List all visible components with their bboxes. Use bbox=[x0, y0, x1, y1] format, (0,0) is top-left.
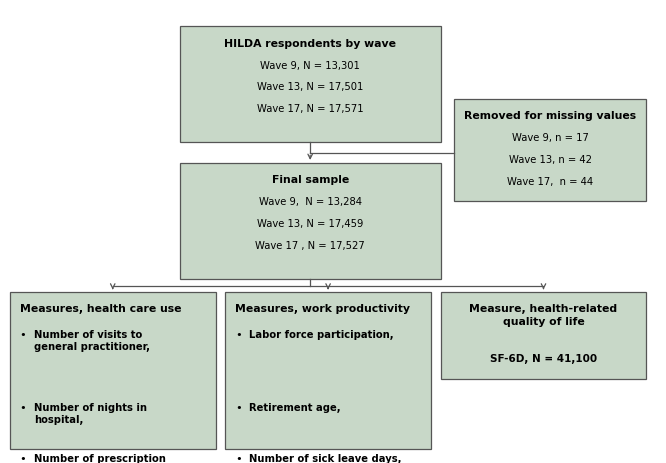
Text: Wave 17,  n = 44: Wave 17, n = 44 bbox=[507, 176, 593, 187]
FancyBboxPatch shape bbox=[180, 27, 441, 143]
Text: Wave 9, n = 17: Wave 9, n = 17 bbox=[511, 133, 589, 143]
FancyBboxPatch shape bbox=[441, 293, 646, 379]
Text: Wave 9, N = 13,301: Wave 9, N = 13,301 bbox=[260, 61, 360, 70]
Text: •: • bbox=[235, 329, 242, 339]
Text: •: • bbox=[20, 329, 27, 339]
Text: Measures, health care use: Measures, health care use bbox=[20, 303, 181, 313]
Text: Number of prescription
medications,: Number of prescription medications, bbox=[34, 453, 166, 463]
Text: Wave 9,  N = 13,284: Wave 9, N = 13,284 bbox=[258, 197, 362, 206]
Text: Removed for missing values: Removed for missing values bbox=[464, 111, 636, 121]
Text: Number of visits to
general practitioner,: Number of visits to general practitioner… bbox=[34, 329, 150, 351]
Text: Wave 13, N = 17,501: Wave 13, N = 17,501 bbox=[257, 82, 364, 92]
Text: Labor force participation,: Labor force participation, bbox=[250, 329, 394, 339]
Text: Number of nights in
hospital,: Number of nights in hospital, bbox=[34, 402, 147, 424]
Text: •: • bbox=[235, 402, 242, 412]
Text: •: • bbox=[235, 453, 242, 463]
Text: Wave 13, n = 42: Wave 13, n = 42 bbox=[509, 155, 591, 165]
FancyBboxPatch shape bbox=[225, 293, 431, 449]
Text: Final sample: Final sample bbox=[272, 175, 349, 185]
Text: SF-6D, N = 41,100: SF-6D, N = 41,100 bbox=[490, 353, 597, 363]
Text: •: • bbox=[20, 453, 27, 463]
Text: Wave 17 , N = 17,527: Wave 17 , N = 17,527 bbox=[255, 240, 365, 250]
FancyBboxPatch shape bbox=[454, 100, 646, 202]
Text: Measure, health-related
quality of life: Measure, health-related quality of life bbox=[470, 303, 617, 326]
Text: Wave 13, N = 17,459: Wave 13, N = 17,459 bbox=[257, 219, 364, 228]
Text: HILDA respondents by wave: HILDA respondents by wave bbox=[224, 39, 396, 49]
Text: Measures, work productivity: Measures, work productivity bbox=[235, 303, 410, 313]
Text: •: • bbox=[20, 402, 27, 412]
FancyBboxPatch shape bbox=[10, 293, 216, 449]
Text: Retirement age,: Retirement age, bbox=[250, 402, 341, 412]
Text: Wave 17, N = 17,571: Wave 17, N = 17,571 bbox=[257, 104, 364, 114]
Text: Number of sick leave days,: Number of sick leave days, bbox=[250, 453, 402, 463]
FancyBboxPatch shape bbox=[180, 163, 441, 279]
